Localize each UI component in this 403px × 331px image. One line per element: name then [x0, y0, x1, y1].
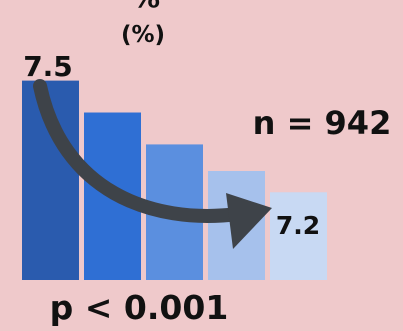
start-value-label: 7.5: [23, 50, 73, 83]
arrow-shaft: [33, 79, 245, 223]
trend-arrow: [33, 79, 272, 249]
p-value-label: p < 0.001: [50, 288, 229, 327]
title-top-partial: %: [132, 0, 160, 14]
sample-size-label: n = 942: [253, 104, 392, 142]
unit-label: (%): [121, 22, 165, 48]
end-value-label: 7.2: [276, 211, 320, 240]
arrow-head: [226, 193, 272, 249]
bar-5: [270, 192, 327, 280]
